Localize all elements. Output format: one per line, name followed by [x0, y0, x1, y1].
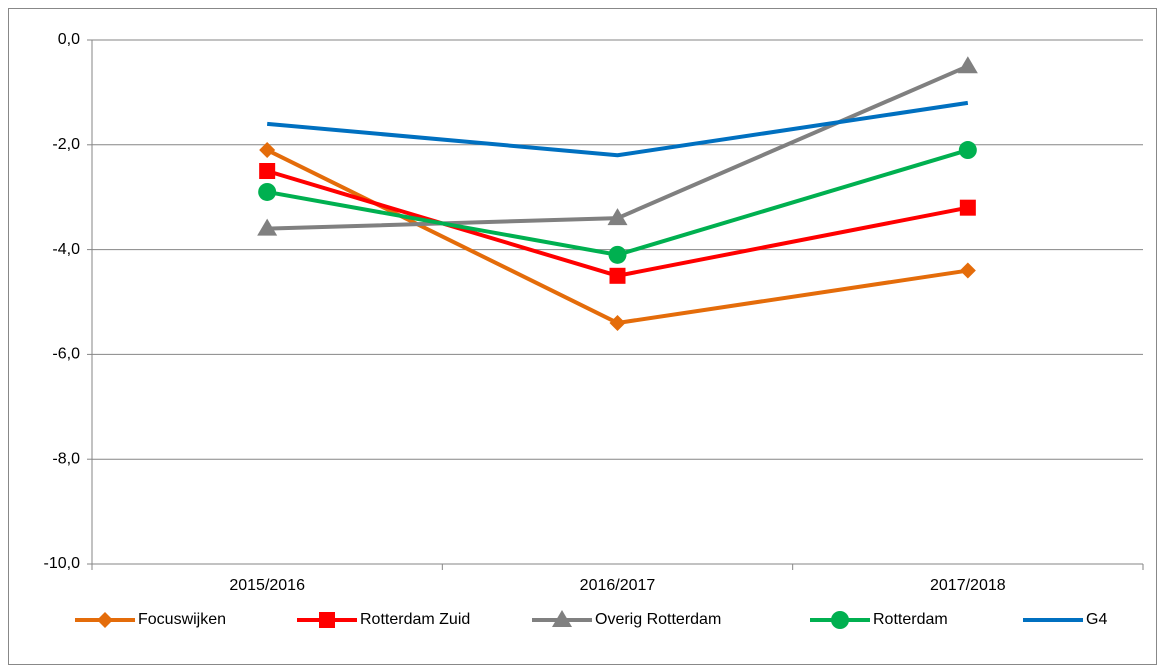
y-tick-label: 0,0: [58, 31, 80, 48]
data-point: [609, 314, 626, 331]
y-tick-label: -4,0: [52, 241, 80, 258]
data-point: [258, 182, 277, 201]
y-tick-label: -6,0: [52, 346, 80, 363]
y-tick-label: -8,0: [52, 450, 80, 467]
x-tick-label: 2016/2017: [580, 577, 656, 594]
legend-label: Rotterdam Zuid: [360, 611, 470, 628]
data-point: [609, 267, 626, 284]
data-point: [608, 245, 627, 264]
legend-marker: [319, 612, 335, 628]
data-point: [959, 199, 976, 216]
chart-border: [8, 8, 1157, 665]
x-tick-label: 2017/2018: [930, 577, 1006, 594]
legend-marker: [552, 610, 572, 627]
legend-label: G4: [1086, 611, 1107, 628]
data-point: [259, 142, 276, 159]
data-point: [957, 56, 978, 74]
data-point: [259, 163, 276, 179]
x-tick-label: 2015/2016: [229, 577, 305, 594]
y-tick-label: -2,0: [52, 136, 80, 153]
data-point: [257, 218, 278, 236]
y-tick-label: -10,0: [44, 555, 81, 572]
data-point: [959, 262, 976, 279]
legend-label: Rotterdam: [873, 611, 948, 628]
legend-label: Focuswijken: [138, 611, 226, 628]
series-line: [266, 100, 969, 158]
legend-marker: [97, 612, 113, 628]
legend-marker: [831, 611, 849, 629]
data-point: [607, 208, 628, 226]
data-point: [958, 141, 977, 160]
legend-label: Overig Rotterdam: [595, 611, 721, 628]
